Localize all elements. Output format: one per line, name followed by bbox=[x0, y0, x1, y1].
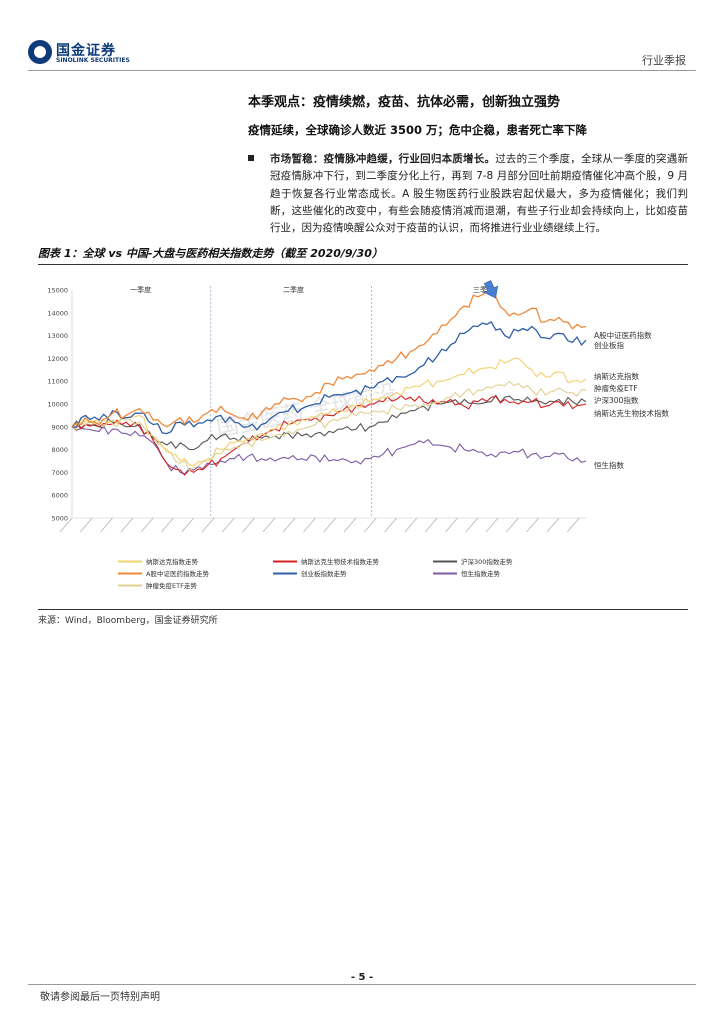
series-end-label: 纳斯达克生物技术指数 bbox=[594, 408, 669, 418]
y-tick-label: 8000 bbox=[51, 446, 68, 454]
bullet-lead: 市场暂稳：疫情脉冲趋缓，行业回归本质增长。 bbox=[270, 153, 496, 165]
series-line bbox=[71, 424, 587, 475]
series-end-label: 沪深300指数 bbox=[594, 395, 639, 405]
peak-arrow-icon bbox=[483, 280, 499, 299]
y-tick-label: 5000 bbox=[51, 515, 68, 523]
series-line bbox=[71, 394, 587, 476]
bullet-paragraph: 市场暂稳：疫情脉冲趋缓，行业回归本质增长。过去的三个季度，全球从一季度的突遇新冠… bbox=[248, 151, 688, 237]
logo-english-name: SINOLINK SECURITIES bbox=[56, 57, 130, 64]
series-end-label: 恒生指数 bbox=[594, 460, 624, 470]
bullet-square-icon bbox=[248, 155, 254, 161]
y-tick-label: 11000 bbox=[47, 378, 68, 386]
x-tick-mark bbox=[566, 517, 580, 533]
x-tick-mark bbox=[221, 517, 235, 533]
figure-title-bar: 图表 1：全球 vs 中国-大盘与医药相关指数走势（截至 2020/9/30） bbox=[38, 244, 688, 265]
y-tick-label: 13000 bbox=[47, 332, 68, 340]
footer-divider bbox=[28, 984, 696, 985]
x-tick-mark bbox=[120, 517, 134, 533]
footer-disclaimer: 敬请参阅最后一页特别声明 bbox=[40, 992, 160, 1003]
quarter-label: 三季度 bbox=[473, 285, 494, 294]
x-tick-mark bbox=[242, 517, 255, 533]
legend-label: 肿瘤免疫ETF走势 bbox=[146, 581, 197, 590]
x-tick-mark bbox=[181, 517, 195, 533]
logo-chinese-name: 国金证券 bbox=[56, 43, 116, 59]
figure-title: 图表 1：全球 vs 中国-大盘与医药相关指数走势（截至 2020/9/30） bbox=[38, 247, 383, 260]
series-end-label: 创业板指 bbox=[594, 340, 624, 350]
series-line bbox=[71, 380, 587, 472]
y-tick-label: 15000 bbox=[47, 287, 68, 295]
quarter-label: 一季度 bbox=[130, 285, 151, 294]
series-line bbox=[71, 321, 587, 435]
y-tick-label: 6000 bbox=[51, 492, 68, 500]
quarter-label: 二季度 bbox=[283, 285, 304, 294]
series-end-label: 肿瘤免疫ETF bbox=[594, 383, 638, 393]
figure-source: 来源：Wind，Bloomberg，国金证券研究所 bbox=[38, 616, 218, 626]
legend-label: 纳斯达克指数走势 bbox=[146, 557, 199, 566]
x-tick-mark bbox=[424, 517, 438, 533]
index-trend-chart: 国金医药 全球前沿 500060007000800090001000011000… bbox=[47, 280, 669, 590]
y-tick-label: 14000 bbox=[47, 309, 68, 317]
logo-mark-icon bbox=[28, 40, 52, 64]
header-divider bbox=[28, 70, 696, 71]
x-tick-mark bbox=[465, 517, 479, 533]
x-tick-mark bbox=[161, 517, 174, 533]
x-tick-mark bbox=[343, 517, 357, 533]
series-line bbox=[71, 357, 587, 467]
source-divider bbox=[38, 609, 688, 610]
series-line bbox=[71, 289, 587, 428]
legend-label: 沪深300指数走势 bbox=[461, 557, 513, 566]
series-end-label: 纳斯达克指数 bbox=[594, 371, 639, 381]
bullet-body: 过去的三个季度，全球从一季度的突遇新冠疫情脉冲下行，到二季度分化上行，再到 7-… bbox=[270, 153, 689, 235]
x-tick-mark bbox=[404, 517, 418, 533]
bullet-text: 市场暂稳：疫情脉冲趋缓，行业回归本质增长。过去的三个季度，全球从一季度的突遇新冠… bbox=[270, 151, 688, 237]
y-tick-label: 10000 bbox=[47, 401, 68, 409]
x-tick-mark bbox=[201, 517, 215, 533]
legend-label: A股中证医药指数走势 bbox=[146, 569, 209, 578]
x-tick-mark bbox=[262, 517, 276, 533]
section-title: 本季观点：疫情续燃，疫苗、抗体必需，创新独立强势 bbox=[248, 95, 561, 110]
x-tick-mark bbox=[384, 517, 397, 533]
x-tick-mark bbox=[445, 517, 458, 533]
x-tick-mark bbox=[303, 517, 316, 533]
document-type: 行业季报 bbox=[642, 54, 686, 67]
x-tick-mark bbox=[323, 517, 337, 533]
legend-label: 纳斯达克生物技术指数走势 bbox=[301, 557, 380, 566]
x-tick-mark bbox=[59, 517, 73, 533]
x-tick-mark bbox=[282, 517, 296, 533]
x-tick-mark bbox=[140, 517, 154, 533]
company-logo: 国金证券 SINOLINK SECURITIES bbox=[28, 40, 138, 68]
x-tick-mark bbox=[100, 517, 113, 533]
x-tick-mark bbox=[526, 517, 539, 533]
series-end-label: A股中证医药指数 bbox=[594, 330, 652, 340]
section-subtitle: 疫情延续，全球确诊人数近 3500 万；危中企稳，患者死亡率下降 bbox=[248, 123, 588, 137]
x-tick-mark bbox=[506, 517, 519, 533]
legend-label: 创业板指数走势 bbox=[301, 569, 347, 578]
page-number: - 5 - bbox=[350, 972, 374, 983]
x-tick-mark bbox=[546, 517, 560, 533]
x-tick-mark bbox=[364, 517, 377, 533]
y-tick-label: 7000 bbox=[51, 469, 68, 477]
y-tick-label: 9000 bbox=[51, 423, 68, 431]
legend-label: 恒生指数走势 bbox=[461, 569, 501, 578]
y-tick-label: 12000 bbox=[47, 355, 68, 363]
x-tick-mark bbox=[79, 517, 93, 533]
x-tick-mark bbox=[485, 517, 499, 533]
